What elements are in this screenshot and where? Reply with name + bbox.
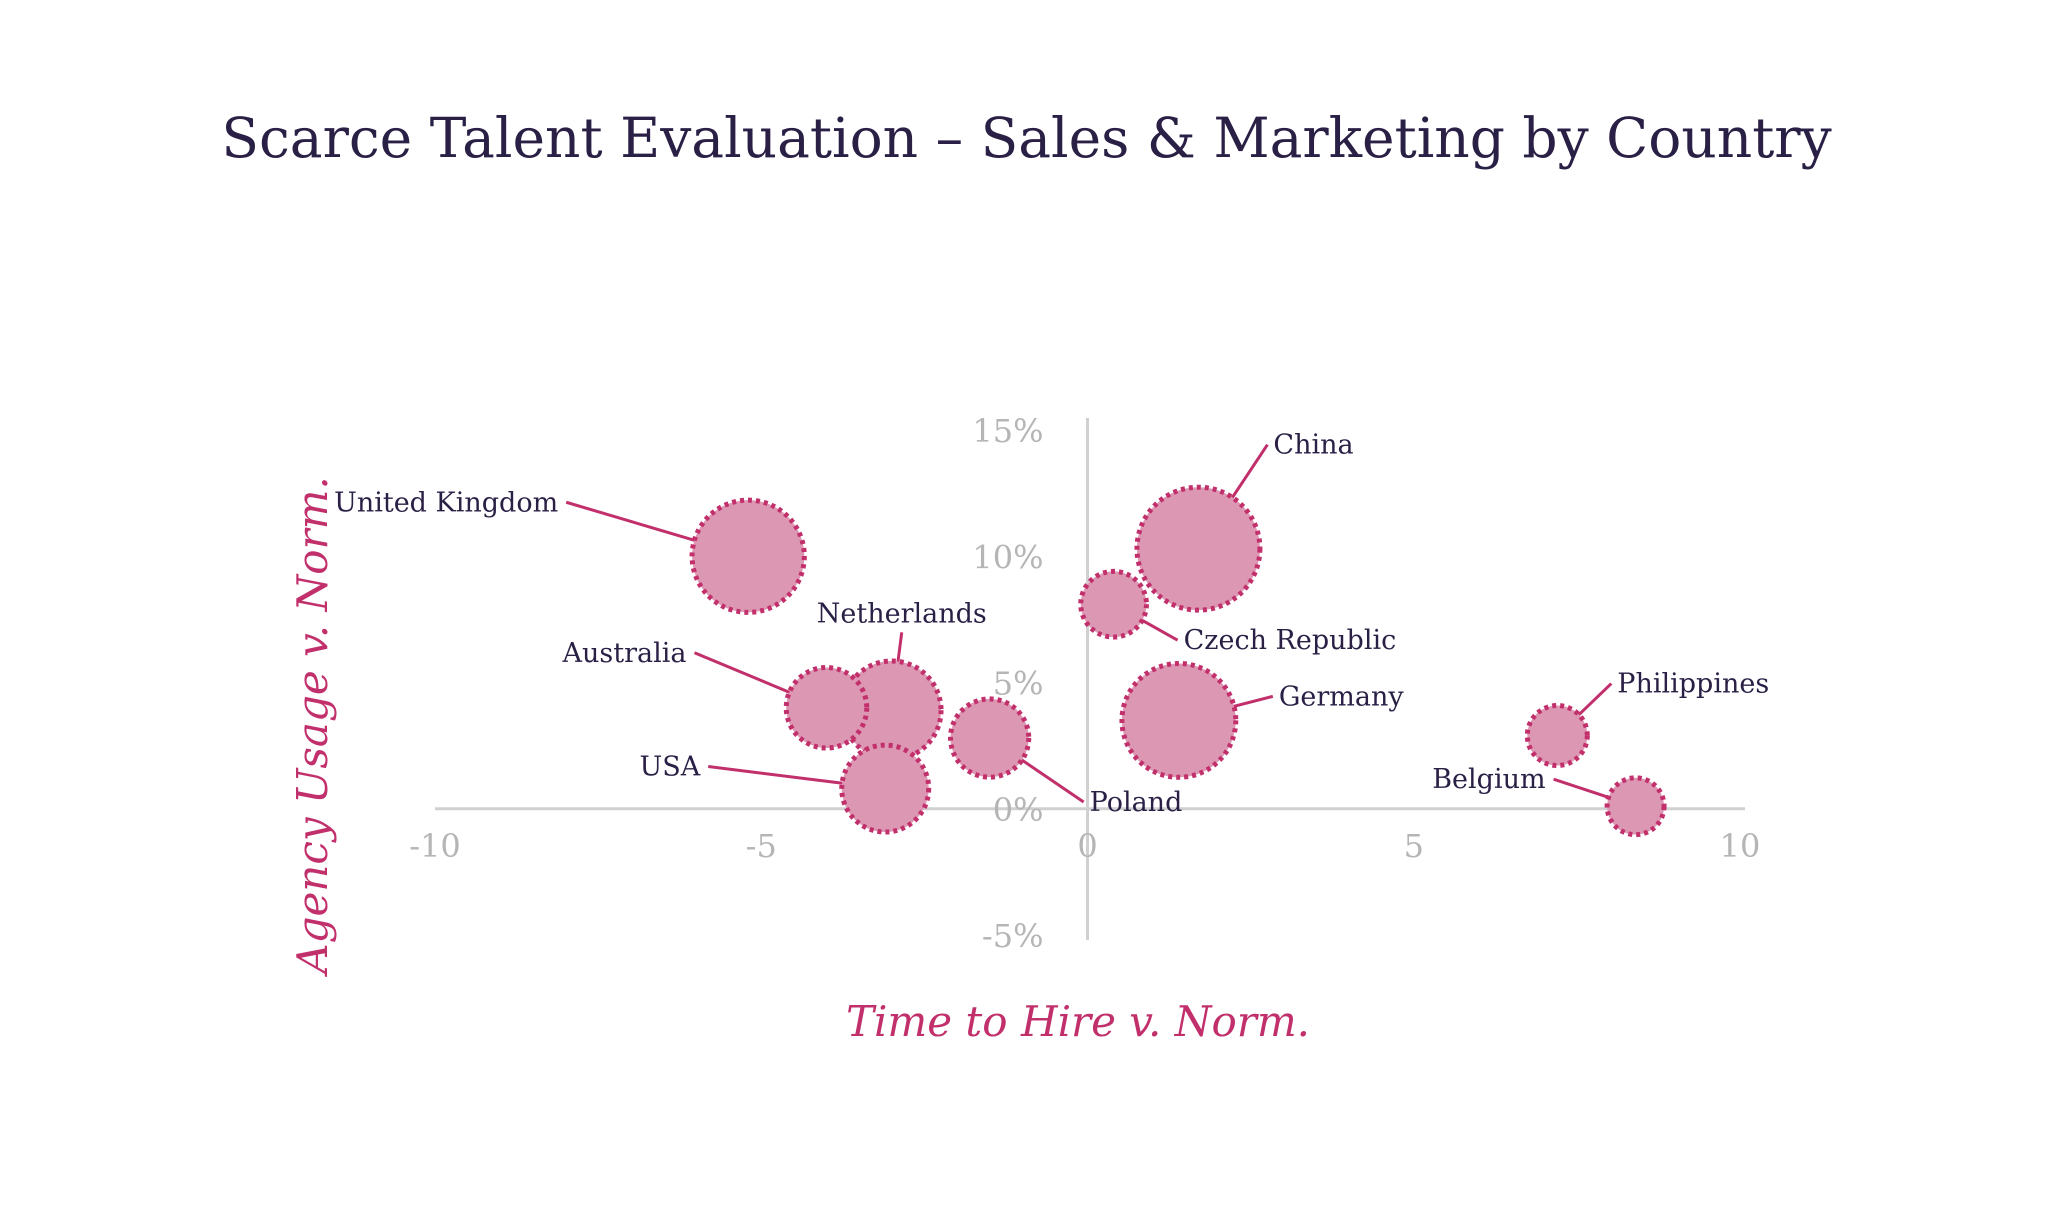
leader-line [1137,616,1179,642]
bubble [1134,484,1263,613]
y-tick-label: -5% [982,917,1044,955]
leader-lines [565,443,1614,804]
axes [435,418,1745,940]
y-tick-label: 0% [993,791,1044,829]
point-label: Czech Republic [1184,625,1397,656]
bubble [689,497,807,615]
leader-line [565,500,703,545]
x-axis-title: Time to Hire v. Norm. [846,997,1310,1046]
bubble [1119,660,1239,780]
point-label: United Kingdom [334,487,558,518]
point-label: Philippines [1617,669,1769,700]
y-tick-label: 15% [972,412,1043,450]
point-labels: United Kingdom China Czech Republic Netherl… [334,430,1769,818]
chart-title: Scarce Talent Evaluation – Sales & Marke… [221,106,1832,170]
x-tick-label: 10 [1720,827,1761,865]
x-tick-label: -10 [409,827,461,865]
leader-line [1574,682,1613,719]
bubble [783,665,870,751]
point-label: Belgium [1432,764,1545,795]
bubble [839,742,932,835]
x-tick-label: 5 [1404,827,1424,865]
bubble [1078,568,1149,640]
leader-line [693,651,796,696]
point-label: Poland [1090,787,1183,818]
point-label: China [1273,430,1353,461]
point-label: Netherlands [817,598,987,629]
point-label: USA [639,752,700,783]
bubble [1524,703,1590,769]
leader-line [1553,777,1614,801]
leader-line [1226,443,1269,506]
point-label: Australia [562,638,687,669]
bubble [1604,775,1667,838]
x-tick-label: 0 [1077,827,1097,865]
leader-line [1016,755,1085,804]
y-tick-label: 5% [993,665,1044,703]
leader-line [708,765,849,786]
y-axis-title: Agency Usage v. Norm. [288,476,337,978]
bubble [948,696,1032,780]
y-tick-label: 10% [972,538,1043,576]
x-tick-label: -5 [746,827,777,865]
bubbles [689,484,1667,838]
point-label: Germany [1279,681,1405,712]
tick-labels: -10 -5 0 5 10 15% 10% 5% 0% -5% [409,412,1760,955]
